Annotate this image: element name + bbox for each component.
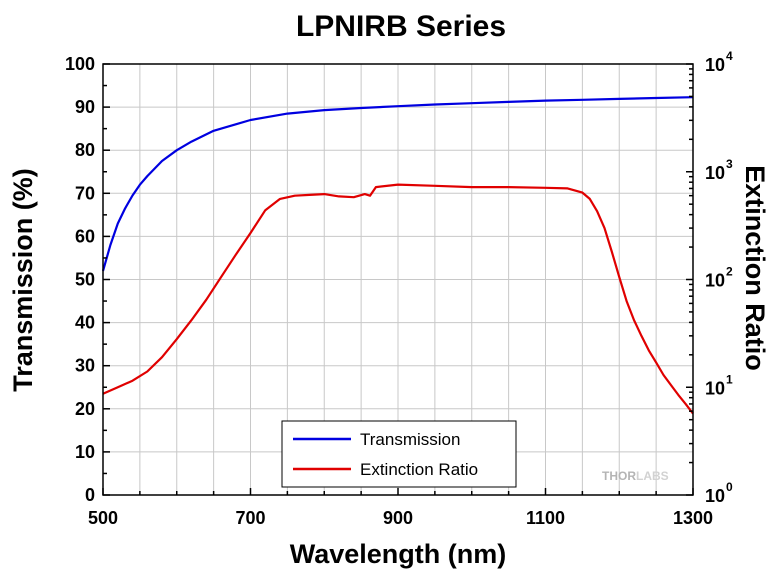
y-tick-label: 50 bbox=[75, 270, 95, 290]
legend: Transmission Extinction Ratio bbox=[281, 420, 517, 488]
plot-frame bbox=[102, 63, 694, 496]
x-tick-label: 700 bbox=[235, 508, 265, 528]
y2-tick-exponent: 1 bbox=[726, 372, 733, 386]
axis-ticks: 500 700 900 1100 130001020304050607080901001… bbox=[65, 49, 733, 528]
series-layer bbox=[101, 96, 694, 415]
y2-tick-exponent: 4 bbox=[726, 49, 733, 63]
y-tick-label: 100 bbox=[65, 54, 95, 74]
x-tick-label: 900 bbox=[383, 508, 413, 528]
y2-tick-label: 10 bbox=[705, 55, 725, 75]
y2-tick-label: 10 bbox=[705, 378, 725, 398]
y-tick-label: 10 bbox=[75, 442, 95, 462]
series-line-transmission bbox=[101, 96, 694, 272]
series-line-extinction-ratio bbox=[102, 183, 694, 415]
x-tick-label: 500 bbox=[88, 508, 118, 528]
legend-label-transmission: Transmission bbox=[360, 430, 460, 449]
chart-title: LPNIRB Series bbox=[296, 10, 506, 43]
y-tick-label: 60 bbox=[75, 226, 95, 246]
y-axis-label-right: Extinction Ratio bbox=[740, 165, 770, 371]
y2-tick-exponent: 3 bbox=[726, 157, 733, 171]
y2-tick-exponent: 0 bbox=[726, 480, 733, 494]
y-tick-label: 90 bbox=[75, 97, 95, 117]
x-tick-label: 1300 bbox=[673, 508, 713, 528]
y-tick-label: 20 bbox=[75, 399, 95, 419]
y2-tick-label: 10 bbox=[705, 486, 725, 506]
y2-tick-label: 10 bbox=[705, 271, 725, 291]
legend-box bbox=[281, 420, 517, 488]
y-axis-label-left: Transmission (%) bbox=[8, 168, 38, 392]
x-tick-label: 1100 bbox=[526, 508, 565, 528]
y-tick-label: 70 bbox=[75, 183, 95, 203]
legend-label-extinction-ratio: Extinction Ratio bbox=[360, 460, 478, 479]
y-tick-label: 30 bbox=[75, 356, 95, 376]
x-axis-label: Wavelength (nm) bbox=[290, 539, 507, 569]
y2-tick-exponent: 2 bbox=[726, 265, 733, 279]
y2-tick-label: 10 bbox=[705, 163, 725, 183]
y-tick-label: 0 bbox=[85, 485, 95, 505]
y-tick-label: 80 bbox=[75, 140, 95, 160]
thorlabs-watermark: THORLABS bbox=[602, 469, 669, 483]
y-tick-label: 40 bbox=[75, 313, 95, 333]
